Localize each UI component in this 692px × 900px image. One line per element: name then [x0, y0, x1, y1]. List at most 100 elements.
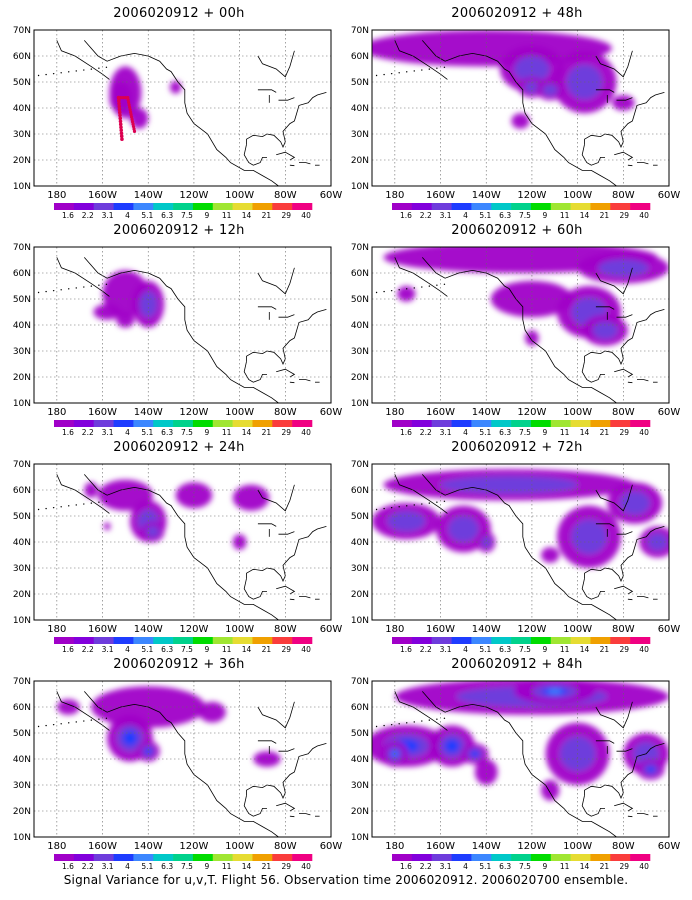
colorbar-swatch: [232, 203, 253, 210]
colorbar-label: 4: [125, 428, 130, 437]
map-plot: 10N 20N 30N 40N 50N 60N 70N 180 160W 140W 120W 100W…: [13, 243, 343, 437]
colorbar-label: 7.5: [181, 428, 193, 437]
colorbar-label: 11: [560, 862, 570, 871]
colorbar-swatch: [570, 203, 591, 210]
variance-blob: [541, 779, 560, 801]
colorbar-label: 7.5: [519, 211, 531, 220]
lon-tick-label: 180: [47, 624, 66, 635]
colorbar-label: 2.2: [420, 428, 432, 437]
colorbar-label: 2.2: [82, 645, 94, 654]
lon-tick-label: 160W: [426, 841, 455, 852]
colorbar-label: 1.6: [400, 211, 412, 220]
lat-tick-label: 10N: [13, 182, 31, 192]
map-panel: 2006020912 + 12h 10N 20N 30N 40N 50N 60N 70N 180…: [13, 223, 344, 437]
lat-tick-label: 30N: [351, 130, 369, 140]
colorbar-swatch: [451, 203, 472, 210]
colorbar-swatch: [630, 637, 651, 644]
coastline: [581, 144, 605, 166]
lat-tick-label: 20N: [13, 807, 31, 817]
colorbar-swatch: [93, 637, 114, 644]
colorbar-label: 6.3: [161, 428, 173, 437]
colorbar-swatch: [570, 854, 591, 861]
colorbar-label: 1.6: [400, 428, 412, 437]
colorbar-swatch: [113, 637, 134, 644]
lon-tick-label: 160W: [88, 841, 117, 852]
coastline: [83, 40, 279, 186]
lon-tick-label: 160W: [426, 190, 455, 201]
colorbar-label: 9: [542, 428, 547, 437]
colorbar-swatch: [292, 420, 313, 427]
colorbar-swatch: [530, 203, 552, 210]
coastline: [584, 92, 665, 148]
panel-title: 2006020912 + 48h: [451, 6, 583, 21]
colorbar-label: 9: [204, 862, 209, 871]
colorbar-swatch: [232, 854, 253, 861]
colorbar-swatch: [232, 420, 253, 427]
lon-tick-label: 60W: [658, 190, 681, 201]
lon-tick-label: 120W: [179, 407, 208, 418]
lon-tick-label: 80W: [612, 624, 635, 635]
colorbar-label: 21: [600, 862, 610, 871]
colorbar-label: 2.2: [82, 211, 94, 220]
lon-tick-label: 180: [47, 841, 66, 852]
lat-tick-label: 30N: [351, 347, 369, 357]
colorbar-label: 7.5: [519, 428, 531, 437]
colorbar-swatch: [550, 420, 571, 427]
map-frame: [33, 29, 332, 187]
panel-title: 2006020912 + 72h: [451, 440, 583, 455]
colorbar-label: 7.5: [181, 645, 193, 654]
colorbar-swatch: [272, 203, 293, 210]
lon-tick-label: 180: [385, 407, 404, 418]
lon-tick-label: 60W: [658, 407, 681, 418]
lon-tick-label: 60W: [320, 190, 343, 201]
panel-title: 2006020912 + 00h: [113, 6, 245, 21]
lon-tick-label: 80W: [274, 624, 297, 635]
lon-tick-label: 60W: [658, 841, 681, 852]
lon-tick-label: 100W: [225, 841, 254, 852]
map-frame: [371, 463, 670, 621]
coastline: [421, 257, 617, 403]
coastline: [595, 484, 633, 512]
lat-tick-label: 50N: [351, 295, 369, 305]
colorbar-swatch: [431, 637, 452, 644]
colorbar-swatch: [153, 203, 174, 210]
map-panel: 2006020912 + 60h 10N 20N 30N 40N 50N 60N 70N 180…: [351, 223, 682, 437]
variance-blob: [232, 484, 270, 511]
lon-tick-label: 160W: [88, 624, 117, 635]
colorbar-swatch: [550, 854, 571, 861]
colorbar-label: 14: [242, 862, 252, 871]
colorbar-swatch: [511, 637, 532, 644]
colorbar-swatch: [511, 420, 532, 427]
colorbar-label: 6.3: [161, 862, 173, 871]
colorbar-swatch: [272, 854, 293, 861]
colorbar-label: 6.3: [499, 211, 511, 220]
colorbar-label: 9: [204, 645, 209, 654]
colorbar-swatch: [272, 637, 293, 644]
coastline: [83, 474, 279, 620]
lat-tick-label: 30N: [13, 564, 31, 574]
colorbar-swatch: [590, 854, 611, 861]
map-plot: 10N 20N 30N 40N 50N 60N 70N 180 160W 140W 120W 100W…: [13, 460, 343, 654]
colorbar-swatch: [471, 637, 492, 644]
colorbar-label: 11: [222, 862, 232, 871]
coastline: [584, 309, 665, 365]
colorbar-label: 1.6: [62, 862, 74, 871]
coastline: [56, 257, 110, 297]
coastline: [257, 701, 295, 729]
lon-tick-label: 160W: [88, 190, 117, 201]
coastline: [581, 578, 605, 600]
colorbar-label: 14: [580, 862, 590, 871]
lat-tick-label: 30N: [351, 564, 369, 574]
colorbar-swatch: [471, 203, 492, 210]
lat-tick-label: 10N: [13, 833, 31, 843]
coastline: [246, 526, 327, 582]
lon-tick-label: 140W: [472, 841, 501, 852]
colorbar-swatch: [590, 420, 611, 427]
map-plot: 10N 20N 30N 40N 50N 60N 70N 180 160W 140W 120W 100W…: [13, 26, 343, 220]
coastline: [83, 257, 279, 403]
colorbar-label: 11: [222, 211, 232, 220]
colorbar-swatch: [173, 203, 194, 210]
lat-tick-label: 70N: [13, 243, 31, 253]
map-plot: 10N 20N 30N 40N 50N 60N 70N 180 160W 140W 120W 100W…: [351, 243, 681, 437]
coastline: [581, 795, 605, 817]
